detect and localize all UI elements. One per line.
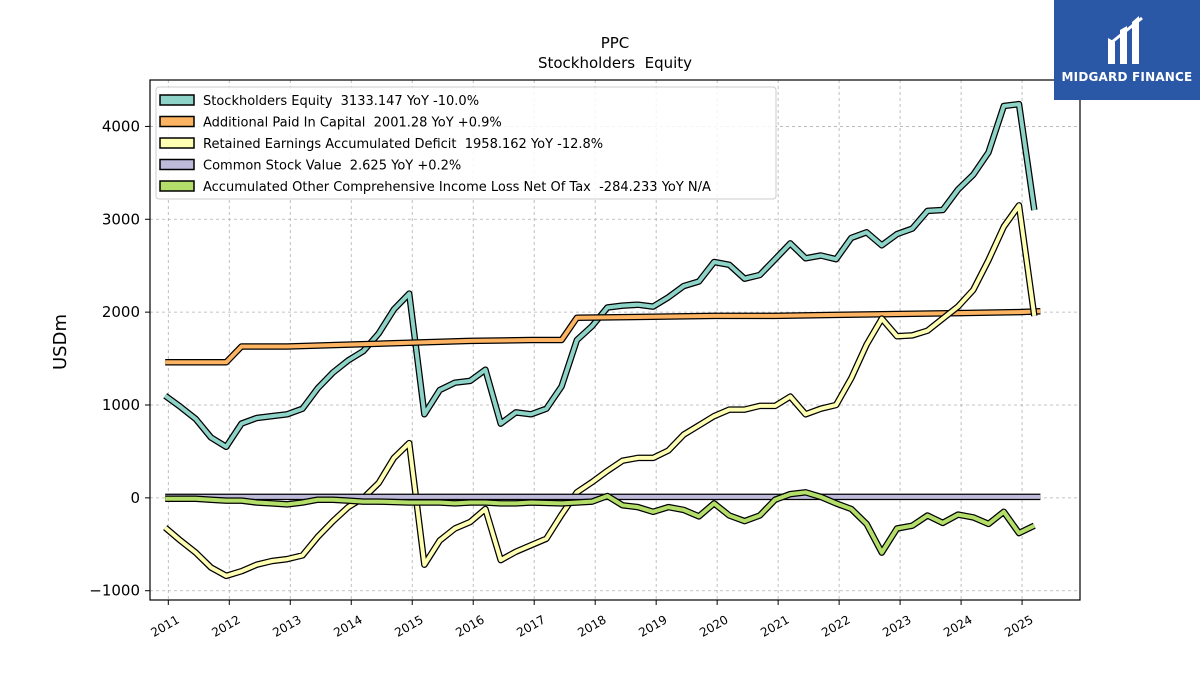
- legend-swatch: [159, 115, 195, 128]
- y-axis-label: USDm: [50, 314, 71, 370]
- x-tick-label: 2012: [209, 612, 242, 639]
- legend-entry-label: Common Stock Value 2.625 YoY +0.2%: [203, 159, 461, 174]
- x-tick-label: 2016: [453, 612, 486, 639]
- brand-logo: MIDGARD FINANCE: [1054, 0, 1200, 100]
- x-tick-label: 2014: [331, 612, 364, 639]
- series-line-5: [165, 490, 1036, 555]
- brand-logo-text: MIDGARD FINANCE: [1061, 70, 1193, 84]
- chart-subtitle: Stockholders Equity: [538, 54, 692, 72]
- x-tick-label: 2017: [514, 612, 547, 639]
- y-tick-label: −1000: [89, 582, 140, 600]
- x-tick-label: 2013: [270, 612, 303, 639]
- y-tick-label: 0: [130, 489, 140, 507]
- x-tick-label: 2011: [148, 612, 181, 639]
- y-tick-label: 2000: [102, 303, 140, 321]
- series-line-outline: [163, 202, 1038, 580]
- x-tick-label: 2018: [575, 612, 608, 639]
- y-tick-label: 4000: [102, 117, 140, 135]
- legend-swatch: [159, 94, 195, 106]
- legend-entry-label: Additional Paid In Capital 2001.28 YoY +…: [203, 116, 502, 131]
- plot-frame: [149, 79, 1081, 601]
- x-tick-label: 2025: [1002, 612, 1035, 639]
- legend-swatch: [159, 180, 195, 192]
- axes: −1000 0 1000 2000 3000 4000 2011 2012 2013 2014 20…: [89, 117, 1035, 639]
- x-tick-label: 2019: [636, 612, 669, 639]
- legend: Stockholders Equity 3133.147 YoY -10.0% A…: [155, 86, 777, 200]
- series-line-3: [163, 203, 1037, 578]
- x-tick-label: 2021: [758, 612, 791, 639]
- series-line-2: [165, 309, 1041, 365]
- series-line-outline: [165, 489, 1036, 556]
- y-tick-label: 1000: [102, 396, 140, 414]
- x-tick-label: 2022: [819, 612, 852, 639]
- x-tick-label: 2024: [941, 612, 974, 639]
- x-tick-label: 2020: [697, 612, 730, 639]
- legend-swatch: [159, 137, 195, 149]
- legend-box: [155, 86, 777, 200]
- brand-mark-icon: [1108, 16, 1143, 64]
- chart-title: PPC: [601, 34, 630, 52]
- x-tick-label: 2023: [880, 612, 913, 639]
- y-tick-label: 3000: [102, 210, 140, 228]
- x-tick-label: 2015: [392, 612, 425, 639]
- legend-entry-label: Accumulated Other Comprehensive Income L…: [203, 180, 711, 195]
- legend-entry-label: Stockholders Equity 3133.147 YoY -10.0%: [203, 94, 479, 109]
- legend-swatch: [159, 158, 195, 171]
- series-lines: [163, 100, 1041, 580]
- legend-entry-label: Retained Earnings Accumulated Deficit 19…: [203, 137, 603, 152]
